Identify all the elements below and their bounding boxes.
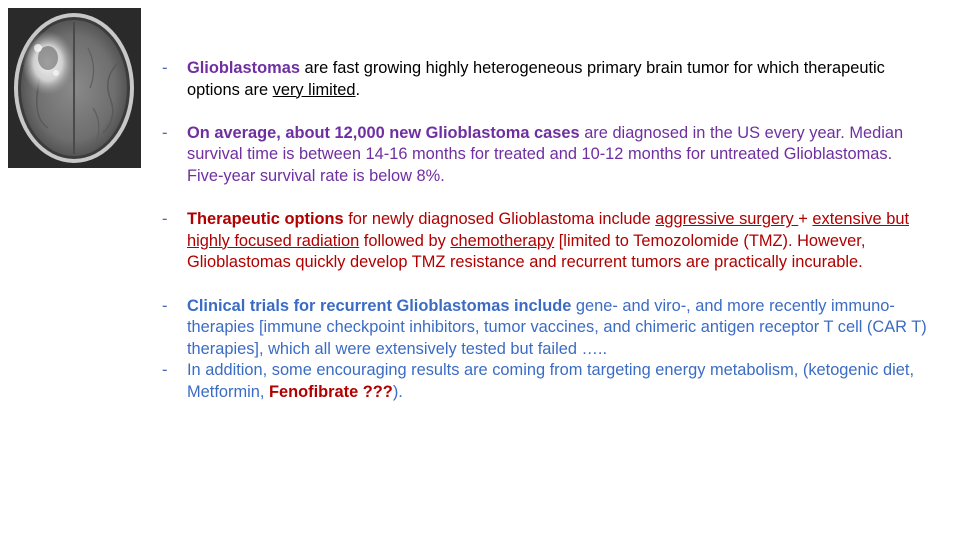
bullet-glioblastoma-overview: - Glioblastomas are fast growing highly … bbox=[162, 58, 932, 101]
therapy-text-2: followed by bbox=[359, 231, 451, 250]
clinical-trials-headline: Clinical trials for recurrent Glioblasto… bbox=[187, 296, 572, 315]
bullet-energy-metabolism: - In addition, some encouraging results … bbox=[162, 360, 932, 403]
overview-text: are fast growing highly heterogeneous pr… bbox=[187, 59, 885, 99]
bullet-therapeutic-options: - Therapeutic options for newly diagnose… bbox=[162, 209, 932, 274]
metabolism-text: In addition, some encouraging results ar… bbox=[187, 361, 915, 401]
therapeutic-options-term: Therapeutic options bbox=[187, 210, 344, 229]
mri-brain-scan-image bbox=[8, 8, 141, 168]
aggressive-surgery-text: aggressive surgery bbox=[655, 210, 799, 229]
incidence-headline: On average, about 12,000 new Glioblastom… bbox=[187, 123, 580, 142]
bullet-dash: - bbox=[162, 361, 168, 380]
slide-content: - Glioblastomas are fast growing highly … bbox=[162, 58, 932, 404]
bullet-dash: - bbox=[162, 59, 168, 77]
bullet-dash: - bbox=[162, 123, 168, 142]
clinical-trials-text: gene- and viro-, and more recently immun… bbox=[187, 296, 927, 358]
therapy-text-3: [limited to Temozolomide (TMZ). However,… bbox=[187, 231, 866, 272]
bullet-dash: - bbox=[162, 296, 168, 315]
overview-end: . bbox=[355, 80, 361, 99]
chemotherapy-text: chemotherapy bbox=[450, 231, 555, 250]
therapy-plus: + bbox=[798, 210, 813, 229]
metabolism-end: ). bbox=[392, 382, 403, 401]
bullet-clinical-trials: - Clinical trials for recurrent Glioblas… bbox=[162, 296, 932, 361]
survival-text: are diagnosed in the US every year. Medi… bbox=[187, 123, 904, 185]
radiation-text: extensive but highly focused radiation bbox=[187, 210, 910, 250]
glioblastomas-term: Glioblastomas bbox=[187, 59, 300, 77]
therapy-text-1: for newly diagnosed Glioblastoma include bbox=[343, 210, 656, 229]
bullet-dash: - bbox=[162, 210, 168, 229]
very-limited-text: very limited bbox=[272, 80, 356, 99]
fenofibrate-text: Fenofibrate ??? bbox=[268, 382, 393, 401]
bullet-incidence-survival: - On average, about 12,000 new Glioblast… bbox=[162, 123, 932, 188]
